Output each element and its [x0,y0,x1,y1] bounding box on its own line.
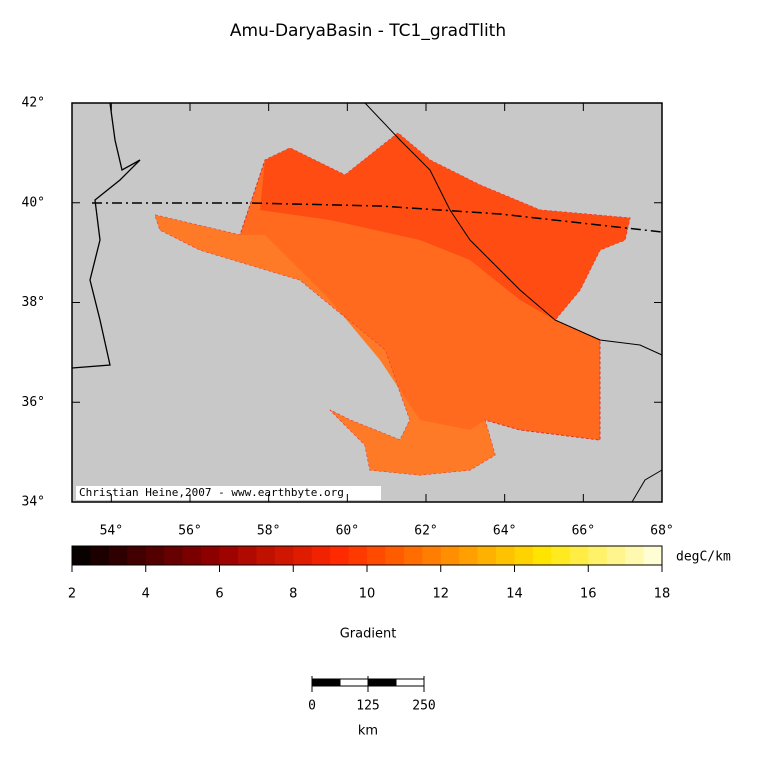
coastline [71,102,141,369]
lat-label: 42° [22,96,45,111]
colorbar-swatch [311,546,331,565]
colorbar-swatch [330,546,350,565]
colorbar-swatch [219,546,239,565]
profile-line [92,202,663,233]
colorbar-tick-label: 10 [359,587,376,602]
colorbar-swatch [551,546,571,565]
colorbar-tick-label: 18 [654,587,671,602]
colorbar-swatch [348,546,368,565]
colorbar-swatch [477,546,497,565]
border [631,469,663,503]
border [364,102,663,356]
colorbar-swatch [145,546,165,565]
lat-label: 34° [22,495,45,510]
colorbar-swatch [72,546,91,565]
colorbar-swatch [422,546,442,565]
colorbar-swatch [293,546,313,565]
lon-label: 64° [493,524,516,539]
basin-hot-zone [260,133,630,320]
colorbar-tick-label: 4 [142,587,150,602]
colorbar-swatch [496,546,515,565]
scalebar-segment [311,678,341,687]
colorbar-swatch [569,546,589,565]
colorbar-swatch [274,546,294,565]
scalebar-tick-label: 250 [412,699,435,714]
colorbar-tick-label: 6 [215,587,223,602]
scalebar-tick-label: 0 [308,699,316,714]
colorbar-label: Gradient [340,627,397,642]
colorbar-swatch [367,546,386,565]
lon-label: 58° [257,524,280,539]
lat-label: 38° [22,295,45,310]
credit: Christian Heine,2007 - www.earthbyte.org [79,486,344,499]
scalebar-unit: km [358,724,378,739]
colorbar-swatch [164,546,184,565]
colorbar-tick-label: 14 [506,587,523,602]
scalebar-tick-label: 125 [356,699,379,714]
colorbar-swatch [440,546,460,565]
colorbar-swatch [588,546,608,565]
colorbar-swatch [403,546,423,565]
colorbar-swatch [256,546,276,565]
credit-box [76,486,381,500]
lat-label: 36° [22,395,45,410]
colorbar-swatch [182,546,202,565]
colorbar-swatch [625,546,645,565]
colorbar-swatch [532,546,552,565]
lon-label: 54° [100,524,123,539]
colorbar-swatch [108,546,128,565]
colorbar-swatch [643,546,663,565]
basin-warm-zone [155,215,495,475]
lat-label: 40° [22,195,45,210]
colorbar-tick-label: 2 [68,587,76,602]
colorbar-swatch [237,546,257,565]
colorbar-tick-label: 12 [432,587,449,602]
lon-label: 62° [414,524,437,539]
colorbar-swatch [385,546,405,565]
colorbar-swatch [90,546,110,565]
colorbar-unit: degC/km [676,550,731,565]
title: Amu-DaryaBasin - TC1_gradTlith [230,21,506,41]
lon-label: 68° [650,524,673,539]
colorbar-tick-label: 16 [580,587,597,602]
scalebar-segment [339,678,369,687]
colorbar-swatch [127,546,147,565]
lon-label: 60° [336,524,359,539]
colorbar-swatch [606,546,626,565]
scalebar-segment [395,678,425,687]
colorbar-swatch [514,546,534,565]
colorbar-tick-label: 8 [289,587,297,602]
lon-label: 66° [572,524,595,539]
colorbar-swatch [459,546,479,565]
lon-label: 56° [178,524,201,539]
scalebar-segment [367,678,397,687]
colorbar-swatch [201,546,220,565]
